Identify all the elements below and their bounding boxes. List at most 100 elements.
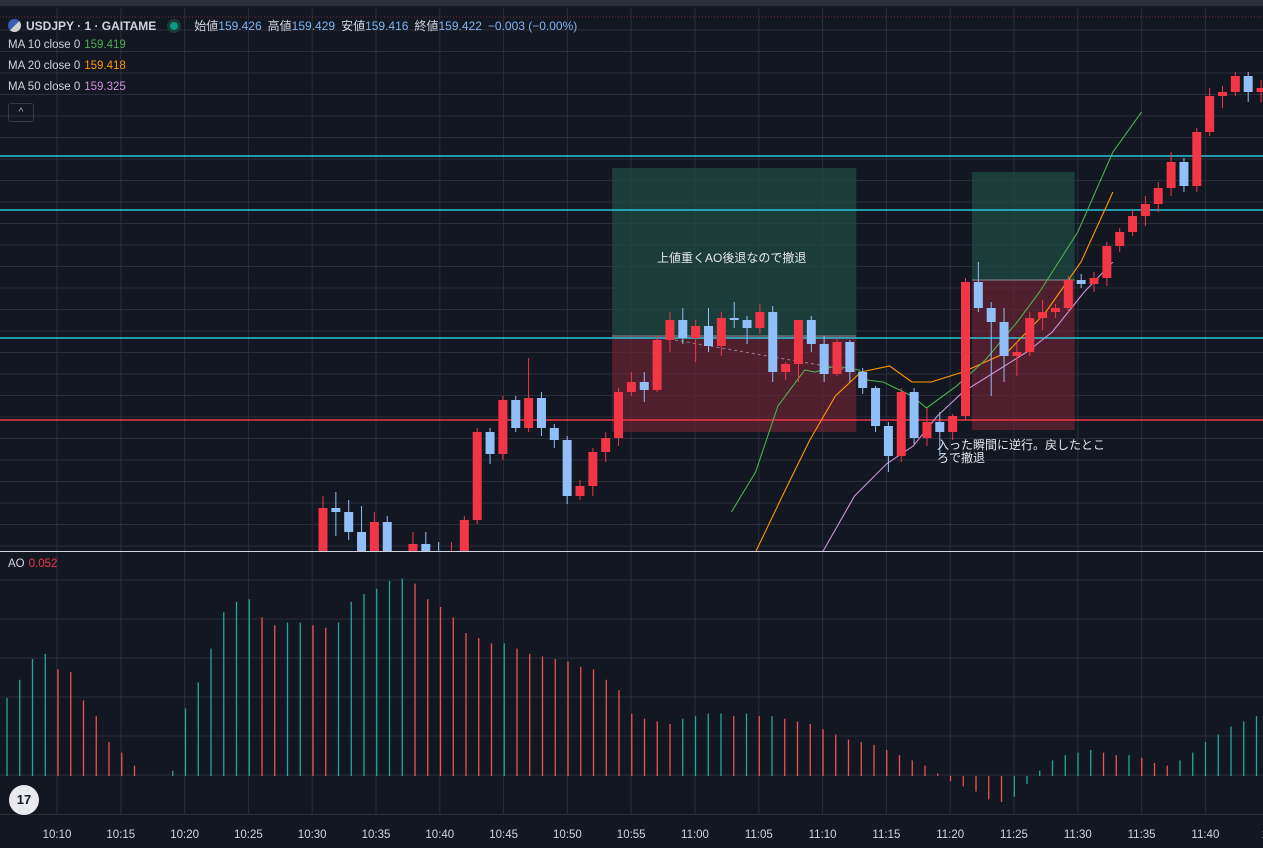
candle <box>524 358 534 432</box>
time-axis-label: 10:55 <box>617 829 646 841</box>
collapse-legend-button[interactable]: ^ <box>8 103 34 122</box>
candle <box>935 412 945 456</box>
time-axis-label: 11:00 <box>681 829 709 841</box>
candle <box>1256 80 1263 102</box>
candle-body <box>665 320 675 340</box>
ma50-legend[interactable]: MA 50 close 0 159.325 <box>8 81 126 93</box>
annotation-note-2[interactable]: 入った瞬間に逆行。戻したとこ ろで撤退 <box>937 438 1106 465</box>
candle-body <box>524 398 534 428</box>
candle <box>601 432 611 462</box>
candle-body <box>588 452 598 486</box>
candle <box>1025 312 1035 356</box>
candle <box>1153 182 1163 212</box>
candle <box>729 302 739 328</box>
candle-body <box>318 508 328 551</box>
annotation-note-1[interactable]: 上値重くAO後退なので撤退 <box>657 251 807 265</box>
candle-body <box>922 422 932 438</box>
candle <box>382 516 392 551</box>
candle-body <box>716 318 726 346</box>
ma10-line <box>730 111 1143 513</box>
candle-body <box>896 392 906 456</box>
candle <box>562 436 572 504</box>
candle <box>614 388 624 446</box>
candle-body <box>871 388 881 426</box>
candle-body <box>883 426 893 456</box>
candle-body <box>729 318 739 320</box>
time-axis-label: 10:35 <box>362 829 391 841</box>
candle-body <box>396 560 405 592</box>
candle-body <box>1140 204 1150 216</box>
candle-body <box>382 522 392 551</box>
symbol-legend[interactable]: USDJPY · 1 · GAITAME 始値 159.426 高値 159.429… <box>8 17 577 34</box>
candle <box>447 542 456 564</box>
candle <box>498 396 508 460</box>
low-value: 159.416 <box>365 18 409 33</box>
high-value: 159.429 <box>291 18 336 33</box>
candle-body <box>1166 162 1176 188</box>
ma20-legend[interactable]: MA 20 close 0 159.418 <box>8 60 126 72</box>
candle-body <box>948 416 958 432</box>
candle <box>716 312 726 356</box>
candle-body <box>742 320 752 328</box>
candle <box>1102 242 1112 286</box>
candle-body <box>845 342 855 372</box>
candle <box>1179 158 1189 192</box>
candle-body <box>768 312 778 372</box>
candle <box>1050 304 1060 318</box>
time-axis-label: 10:15 <box>106 829 135 841</box>
candle <box>665 312 675 352</box>
candle <box>896 388 906 462</box>
time-axis-label: 10:50 <box>553 829 582 841</box>
candle-body <box>549 428 559 440</box>
candle-body <box>1076 280 1086 284</box>
candle <box>575 480 585 500</box>
time-axis-label: 10:25 <box>234 829 263 841</box>
candle <box>793 320 803 382</box>
candle-body <box>472 432 482 520</box>
candle-body <box>434 562 443 564</box>
time-axis-label: 11:15 <box>872 829 900 841</box>
candle-body <box>704 326 713 346</box>
candle <box>369 512 379 551</box>
ma20-line <box>755 191 1114 551</box>
ao-value: 0.052 <box>28 558 58 570</box>
candle-body <box>562 440 572 496</box>
candle-body <box>614 392 624 438</box>
ao-legend[interactable]: AO 0.052 <box>8 558 57 570</box>
symbol-title[interactable]: USDJPY · 1 · GAITAME <box>26 18 157 33</box>
candle-body <box>1102 246 1112 278</box>
candle-body <box>1192 132 1202 186</box>
candle <box>421 532 431 551</box>
candle-body <box>421 544 431 551</box>
candle-body <box>961 282 970 416</box>
candle-body <box>1205 96 1215 132</box>
candle <box>768 306 778 382</box>
candle-body <box>1012 352 1022 356</box>
ao-label: AO <box>8 558 25 570</box>
candle <box>459 516 469 551</box>
candle-body <box>575 486 585 496</box>
time-axis-label: 11:05 <box>745 829 773 841</box>
candle <box>678 308 688 344</box>
candle-body <box>832 342 842 374</box>
candle <box>485 428 495 464</box>
candle <box>1140 196 1150 226</box>
candle <box>781 362 791 380</box>
tradingview-logo[interactable]: 17 <box>9 785 39 815</box>
market-status-icon[interactable] <box>170 21 179 30</box>
candle-body <box>1089 278 1099 284</box>
candle <box>986 302 996 396</box>
change-value: −0.003 (−0.00%) <box>487 18 578 33</box>
candle <box>1089 272 1099 292</box>
open-label: 始値 <box>194 19 219 33</box>
candle <box>691 320 701 362</box>
candle <box>357 506 367 551</box>
candle-body <box>447 552 456 564</box>
candle-body <box>1115 232 1125 246</box>
price-pane <box>0 72 1263 592</box>
candle <box>1192 128 1202 192</box>
candle <box>961 278 970 420</box>
ma10-legend[interactable]: MA 10 close 0 159.419 <box>8 39 126 51</box>
time-axis-label: 10:45 <box>489 829 518 841</box>
